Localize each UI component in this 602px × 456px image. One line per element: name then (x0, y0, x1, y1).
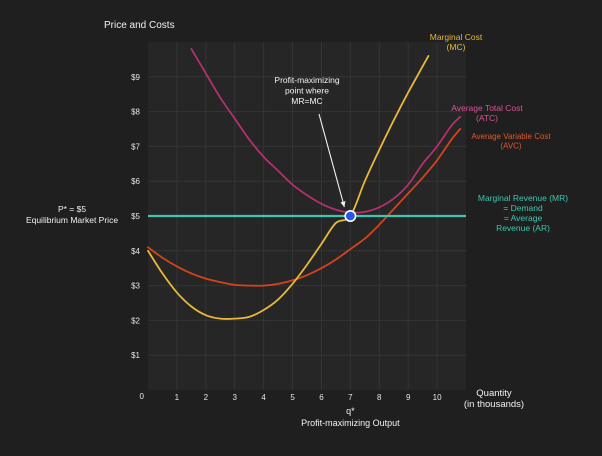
annotation-arrow-head (340, 201, 346, 207)
mr-label-line-2: = Average (504, 213, 543, 223)
avc-label-line-1: (AVC) (500, 142, 522, 151)
q-star-label-line-1: Profit-maximizing Output (301, 418, 400, 428)
price-label-line-0: P* = $5 (58, 204, 86, 214)
y-tick-label-$7: $7 (131, 142, 140, 151)
y-tick-label-$1: $1 (131, 351, 140, 360)
annotation-arrow-shaft (318, 113, 345, 208)
y-tick-label-$3: $3 (131, 282, 140, 291)
x-tick-label-1: 1 (175, 393, 180, 402)
y-tick-label-$8: $8 (131, 108, 140, 117)
annotation-label-line-0: Profit-maximizing (274, 75, 339, 85)
y-tick-label-$5: $5 (131, 212, 140, 221)
y-tick-label-$2: $2 (131, 316, 140, 325)
x-tick-label-10: 10 (433, 393, 442, 402)
mc-curve (147, 55, 430, 320)
mc-label-line-0: Marginal Cost (430, 32, 483, 42)
x-tick-label-2: 2 (204, 393, 209, 402)
y-tick-label-$9: $9 (131, 73, 140, 82)
mr-label-line-3: Revenue (AR) (496, 223, 550, 233)
q-star-label-line-0: q* (346, 406, 355, 416)
atc-label-line-0: Average Total Cost (451, 103, 523, 113)
y-axis-title: Price and Costs (104, 20, 175, 31)
equilibrium-point (344, 210, 357, 223)
avc-curve (147, 128, 462, 287)
x-tick-label-6: 6 (319, 393, 324, 402)
atc-curve (190, 48, 462, 214)
x-tick-label-5: 5 (290, 393, 295, 402)
origin-label: 0 (140, 392, 145, 401)
mr-label-line-0: Marginal Revenue (MR) (478, 193, 568, 203)
mc-label-line-1: (MC) (447, 42, 466, 52)
mr-label-line-1: = Demand (503, 203, 543, 213)
x-axis-title-line-1: (in thousands) (464, 399, 524, 410)
x-tick-label-3: 3 (233, 393, 238, 402)
avc-label-line-0: Average Variable Cost (471, 132, 551, 141)
x-tick-label-4: 4 (261, 393, 266, 402)
annotation-label-line-1: point where (285, 86, 329, 96)
x-tick-label-8: 8 (377, 393, 382, 402)
atc-label-line-1: (ATC) (476, 113, 498, 123)
price-label-line-1: Equilibrium Market Price (26, 215, 118, 225)
y-tick-label-$4: $4 (131, 247, 140, 256)
x-tick-label-9: 9 (406, 393, 411, 402)
y-tick-label-$6: $6 (131, 177, 140, 186)
annotation-label-line-2: MR=MC (291, 96, 322, 106)
x-tick-label-7: 7 (348, 393, 353, 402)
x-axis-title-line-0: Quantity (476, 388, 512, 399)
